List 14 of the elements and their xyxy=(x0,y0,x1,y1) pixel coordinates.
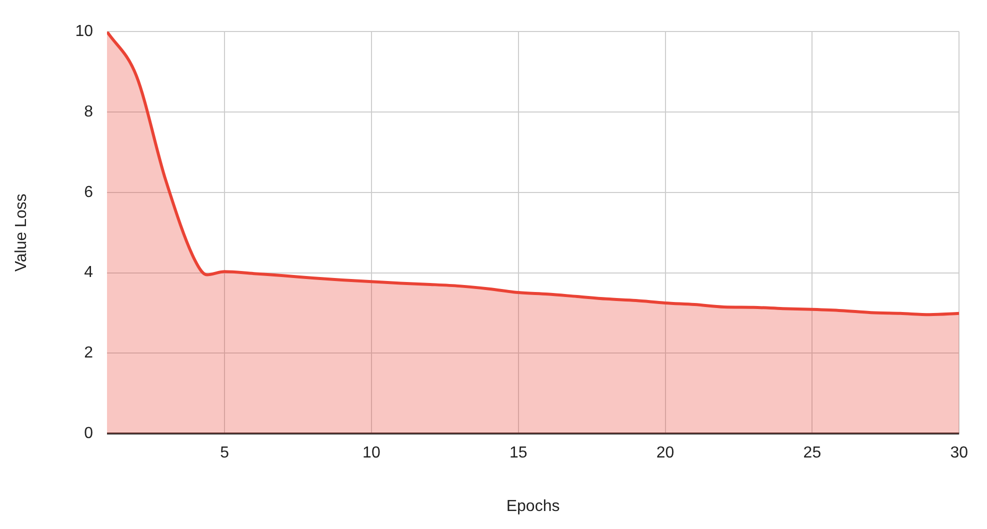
x-tick-label: 20 xyxy=(656,444,674,462)
y-tick-label: 6 xyxy=(84,184,94,201)
y-tick-label: 0 xyxy=(84,425,94,442)
y-tick-label: 2 xyxy=(84,344,94,362)
x-tick-label: 30 xyxy=(950,444,968,462)
y-tick-label: 4 xyxy=(84,264,94,282)
x-tick-label: 5 xyxy=(220,444,230,462)
y-tick-label: 8 xyxy=(84,103,94,120)
x-axis-title: Epochs xyxy=(506,498,560,515)
x-tick-label: 25 xyxy=(803,444,822,462)
x-tick-label: 15 xyxy=(509,444,528,462)
y-axis-title: Value Loss xyxy=(13,194,30,272)
x-tick-label: 10 xyxy=(362,444,380,462)
y-tick-label: 10 xyxy=(75,23,94,40)
